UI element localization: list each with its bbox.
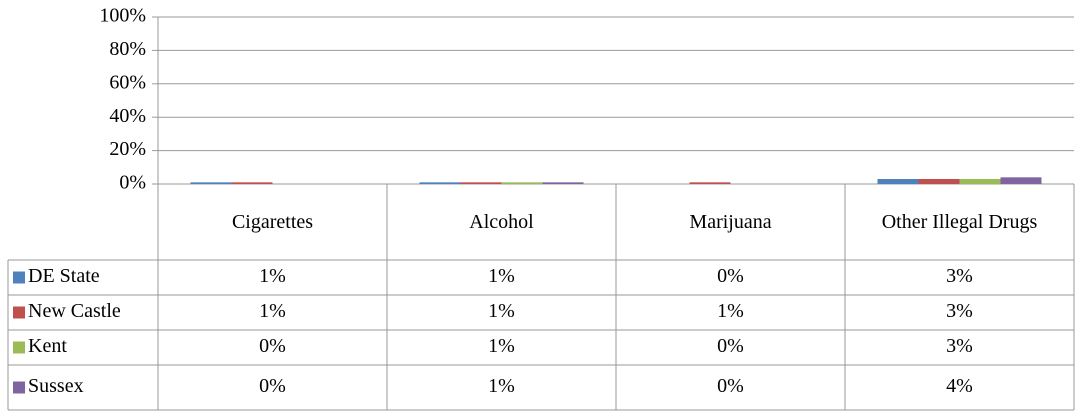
data-label: 3% bbox=[946, 300, 973, 322]
legend-swatch bbox=[13, 341, 25, 354]
bar bbox=[877, 178, 919, 184]
bar bbox=[460, 182, 502, 184]
legend-label: Sussex bbox=[28, 375, 84, 397]
x-tick-label: Alcohol bbox=[469, 211, 534, 233]
data-label: 0% bbox=[717, 265, 744, 287]
bar bbox=[959, 178, 1001, 184]
data-label: 4% bbox=[946, 375, 973, 397]
bar bbox=[918, 178, 960, 184]
x-tick-label: Marijuana bbox=[689, 211, 772, 233]
data-label: 0% bbox=[259, 375, 286, 397]
data-label: 3% bbox=[946, 335, 973, 357]
legend-swatch bbox=[13, 271, 25, 284]
data-label: 1% bbox=[488, 265, 515, 287]
bar bbox=[501, 182, 543, 184]
bar bbox=[542, 182, 584, 184]
bar bbox=[1000, 177, 1042, 184]
bar bbox=[419, 182, 461, 184]
data-label: 0% bbox=[259, 335, 286, 357]
y-tick-label: 40% bbox=[109, 105, 146, 127]
data-label: 1% bbox=[488, 375, 515, 397]
data-label: 1% bbox=[488, 335, 515, 357]
data-label: 1% bbox=[259, 300, 286, 322]
bar bbox=[190, 182, 232, 184]
data-label: 1% bbox=[717, 300, 744, 322]
legend-label: New Castle bbox=[28, 300, 121, 322]
y-tick-label: 0% bbox=[119, 172, 146, 194]
y-tick-label: 80% bbox=[109, 38, 146, 60]
data-label: 0% bbox=[717, 335, 744, 357]
x-tick-label: Other Illegal Drugs bbox=[881, 211, 1038, 233]
data-label: 1% bbox=[488, 300, 515, 322]
data-label: 3% bbox=[946, 265, 973, 287]
y-tick-label: 20% bbox=[109, 138, 146, 160]
data-label: 0% bbox=[717, 375, 744, 397]
y-tick-label: 60% bbox=[109, 71, 146, 93]
category-cell: Other Illegal Drugs bbox=[881, 211, 1038, 233]
legend-label: Kent bbox=[28, 335, 67, 357]
category-cell: Cigarettes bbox=[231, 211, 314, 233]
legend-swatch bbox=[13, 306, 25, 319]
legend-swatch bbox=[13, 381, 25, 394]
x-tick-label: Cigarettes bbox=[231, 211, 314, 233]
data-label: 1% bbox=[259, 265, 286, 287]
y-tick-label: 100% bbox=[99, 5, 146, 27]
category-cell: Alcohol bbox=[469, 211, 534, 233]
bar bbox=[689, 182, 731, 184]
category-cell: Marijuana bbox=[689, 211, 772, 233]
legend-label: DE State bbox=[28, 265, 100, 287]
bar bbox=[231, 182, 273, 184]
